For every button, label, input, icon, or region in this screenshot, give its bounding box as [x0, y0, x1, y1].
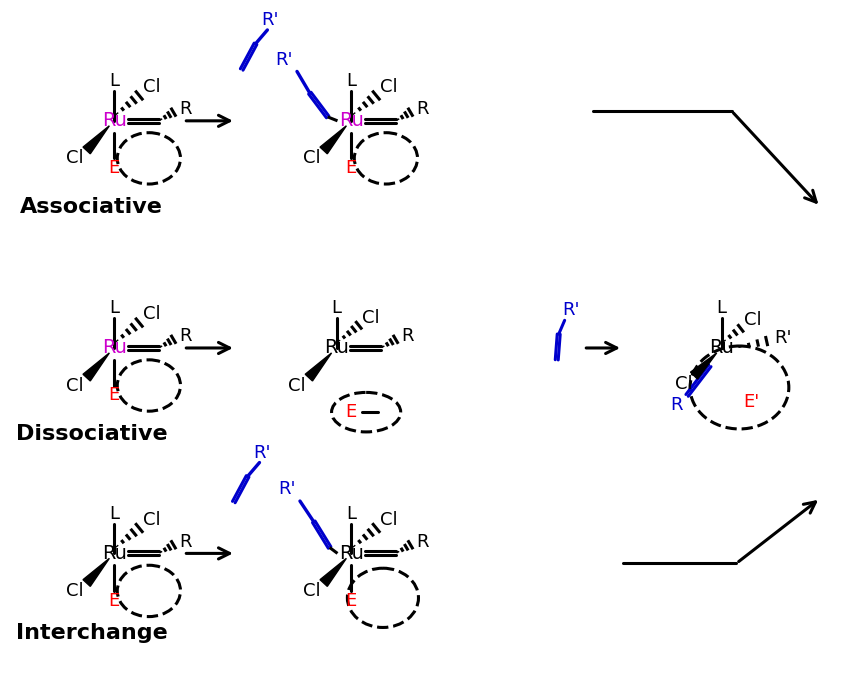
Text: L: L — [109, 505, 120, 523]
Text: Associative: Associative — [21, 197, 163, 217]
Text: R: R — [416, 100, 428, 118]
Polygon shape — [83, 353, 109, 381]
Text: R: R — [180, 327, 192, 345]
Polygon shape — [691, 353, 716, 379]
Text: Cl: Cl — [66, 376, 84, 394]
Text: E: E — [109, 386, 120, 404]
Text: Cl: Cl — [745, 311, 762, 329]
Text: Ru: Ru — [102, 544, 127, 563]
Text: R': R' — [774, 329, 792, 347]
Text: Ru: Ru — [324, 338, 349, 358]
Text: Cl: Cl — [363, 309, 380, 327]
Text: R: R — [180, 100, 192, 118]
Text: Cl: Cl — [288, 376, 306, 394]
Text: Cl: Cl — [143, 78, 161, 96]
Polygon shape — [320, 126, 346, 154]
Text: L: L — [716, 300, 727, 318]
Text: Cl: Cl — [303, 149, 321, 167]
Text: Cl: Cl — [675, 374, 693, 392]
Text: L: L — [109, 300, 120, 318]
Text: Ru: Ru — [102, 111, 127, 130]
Text: Cl: Cl — [380, 511, 398, 529]
Text: R: R — [180, 533, 192, 551]
Text: R: R — [670, 397, 682, 415]
Text: R': R' — [562, 302, 580, 320]
Text: E: E — [345, 159, 357, 177]
Text: Cl: Cl — [303, 582, 321, 600]
Text: Cl: Cl — [66, 149, 84, 167]
Text: Dissociative: Dissociative — [15, 424, 168, 444]
Text: Ru: Ru — [710, 338, 734, 358]
Text: R': R' — [275, 51, 293, 69]
Polygon shape — [320, 558, 346, 586]
Text: E: E — [109, 159, 120, 177]
Polygon shape — [305, 353, 332, 381]
Text: E': E' — [743, 393, 759, 411]
Polygon shape — [83, 126, 109, 154]
Text: E: E — [345, 592, 357, 610]
Text: R': R' — [262, 11, 279, 29]
Text: R: R — [416, 533, 428, 551]
Text: L: L — [332, 300, 341, 318]
Text: E: E — [109, 592, 120, 610]
Text: E: E — [345, 403, 357, 421]
Text: Ru: Ru — [339, 544, 363, 563]
Polygon shape — [83, 558, 109, 586]
Text: Interchange: Interchange — [15, 623, 168, 644]
Text: Cl: Cl — [66, 582, 84, 600]
Text: Cl: Cl — [143, 305, 161, 323]
Text: R': R' — [254, 444, 271, 462]
Text: R: R — [401, 327, 414, 345]
Text: L: L — [346, 505, 357, 523]
Text: Ru: Ru — [339, 111, 363, 130]
Text: L: L — [109, 73, 120, 91]
Text: Cl: Cl — [143, 511, 161, 529]
Text: Cl: Cl — [380, 78, 398, 96]
Text: Ru: Ru — [102, 338, 127, 358]
Text: R': R' — [279, 480, 296, 498]
Text: L: L — [346, 73, 357, 91]
